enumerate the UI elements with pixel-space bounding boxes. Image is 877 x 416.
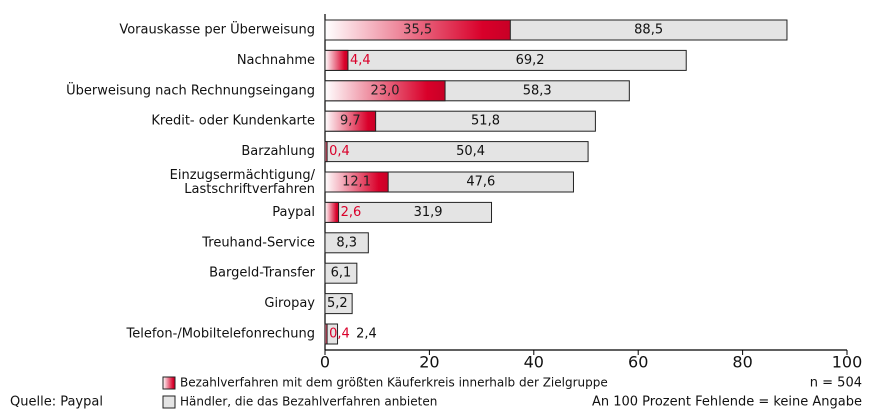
source: Quelle: Paypal — [10, 395, 103, 410]
bar — [324, 141, 328, 163]
legend-label: Bezahlverfahren mit dem größten Käuferkr… — [180, 376, 608, 390]
bar — [324, 232, 369, 254]
value-label: 31,9 — [414, 205, 443, 220]
value-label: 88,5 — [634, 23, 663, 38]
bar — [324, 49, 687, 71]
bar — [324, 19, 511, 41]
bar — [324, 323, 328, 345]
value-label: 0,4 — [329, 327, 350, 342]
value-label: 9,7 — [340, 114, 361, 129]
category-label: Einzugsermächtigung/Lastschriftverfahren — [170, 168, 316, 197]
bar — [324, 80, 446, 102]
x-tick-label: 0 — [320, 353, 330, 372]
sample-size: n = 504 — [810, 376, 862, 391]
value-label: 58,3 — [523, 83, 552, 98]
category-label: Vorauskasse per Überweisung — [119, 21, 315, 38]
value-label: 5,2 — [327, 296, 348, 311]
bar — [324, 293, 353, 315]
bar — [324, 262, 358, 284]
category-label: Barzahlung — [241, 144, 315, 159]
category-label: Treuhand-Service — [201, 235, 315, 250]
value-label: 35,5 — [403, 23, 432, 38]
category-label: Kredit- oder Kundenkarte — [151, 114, 315, 129]
legend-swatch — [162, 376, 176, 390]
category-label: Telefon-/Mobiltelefonrechung — [126, 327, 315, 342]
bar — [324, 171, 389, 193]
value-label: 4,4 — [350, 53, 371, 68]
bar — [324, 49, 349, 71]
bar — [324, 201, 340, 223]
footnote: An 100 Prozent Fehlende = keine Angabe — [592, 395, 862, 410]
legend-label: Händler, die das Bezahlverfahren anbiete… — [180, 395, 437, 409]
x-tick-label: 60 — [628, 353, 648, 372]
category-label: Überweisung nach Rechnungseingang — [66, 81, 315, 98]
x-tick-label: 80 — [732, 353, 752, 372]
category-label: Nachnahme — [237, 53, 315, 68]
x-tick-label: 100 — [832, 353, 863, 372]
value-label: 0,4 — [329, 144, 350, 159]
value-label: 47,6 — [466, 175, 495, 190]
value-label: 2,4 — [356, 327, 377, 342]
value-label: 12,1 — [342, 175, 371, 190]
value-label: 8,3 — [336, 235, 357, 250]
x-tick-label: 40 — [524, 353, 544, 372]
value-label: 69,2 — [516, 53, 545, 68]
category-label: Giropay — [264, 296, 315, 311]
value-label: 2,6 — [341, 205, 362, 220]
legend-swatch — [162, 395, 176, 409]
x-tick-label: 20 — [419, 353, 439, 372]
category-label: Bargeld-Transfer — [209, 266, 316, 281]
value-label: 51,8 — [471, 114, 500, 129]
category-label: Paypal — [272, 205, 315, 220]
value-label: 50,4 — [456, 144, 485, 159]
value-label: 23,0 — [371, 83, 400, 98]
value-label: 6,1 — [331, 266, 352, 281]
bar — [324, 110, 377, 132]
